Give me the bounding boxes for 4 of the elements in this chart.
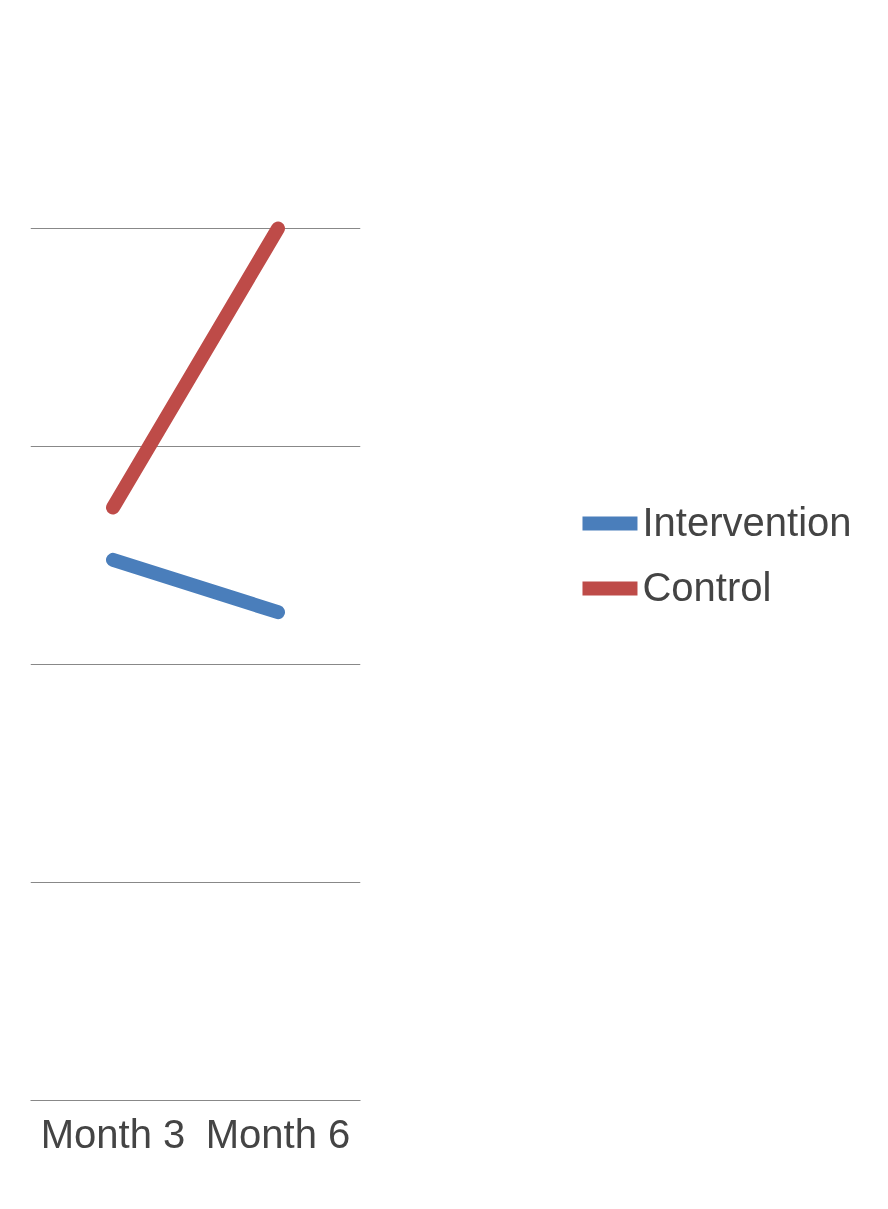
x-tick-label: Month 3 <box>40 1111 186 1156</box>
legend-label: Control <box>642 565 772 610</box>
x-tick-label: Month 6 <box>205 1111 351 1156</box>
legend-label: Intervention <box>642 500 852 545</box>
